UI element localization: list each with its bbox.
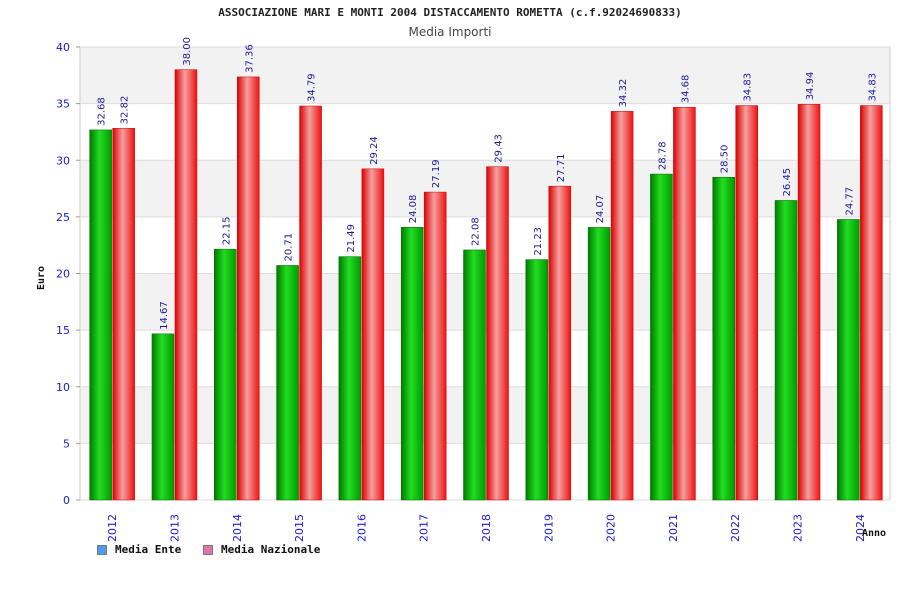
data-label: 29.24 — [369, 136, 380, 165]
bar-media-ente-2020 — [587, 227, 611, 501]
bar-media-nazionale-2017 — [423, 191, 447, 501]
grid-band — [80, 47, 890, 104]
x-tick-label: 2022 — [729, 514, 742, 542]
y-tick-label: 40 — [56, 41, 70, 54]
data-label: 20.71 — [284, 233, 295, 262]
x-tick-label: 2017 — [418, 514, 431, 542]
bar-media-nazionale-2024 — [860, 105, 883, 501]
bar-media-nazionale-2023 — [797, 104, 821, 501]
x-tick-label: 2018 — [480, 514, 493, 542]
data-label: 29.43 — [494, 134, 505, 163]
data-label: 38.00 — [182, 37, 193, 66]
data-label: 34.83 — [743, 73, 754, 102]
y-tick-label: 5 — [63, 437, 70, 450]
data-label: 27.71 — [556, 154, 567, 183]
x-tick-label: 2013 — [168, 514, 181, 542]
bar-media-ente-2015 — [276, 265, 299, 501]
bar-media-ente-2012 — [89, 129, 112, 501]
data-label: 26.45 — [782, 168, 793, 197]
data-label: 34.94 — [805, 72, 816, 101]
legend-item-media-ente: Media Ente — [97, 543, 181, 556]
legend-item-media-nazionale: Media Nazionale — [203, 543, 320, 556]
data-label: 28.50 — [720, 145, 731, 174]
bar-media-ente-2024 — [837, 219, 860, 501]
bar-media-ente-2019 — [525, 259, 549, 501]
bar-media-ente-2023 — [774, 200, 798, 501]
x-tick-label: 2014 — [231, 514, 244, 542]
x-tick-label: 2019 — [542, 514, 555, 542]
data-label: 24.08 — [408, 195, 419, 224]
y-tick-label: 10 — [56, 381, 70, 394]
bar-media-nazionale-2021 — [673, 106, 696, 501]
bar-media-ente-2017 — [400, 227, 424, 501]
grid-band — [80, 103, 890, 161]
y-tick-label: 25 — [56, 211, 70, 224]
y-tick-label: 20 — [56, 268, 70, 281]
data-label: 32.82 — [120, 96, 131, 125]
data-label: 22.15 — [221, 217, 232, 246]
chart-subtitle: Media Importi — [408, 25, 492, 39]
legend-label-media-nazionale: Media Nazionale — [221, 543, 321, 556]
chart-title: ASSOCIAZIONE MARI E MONTI 2004 DISTACCAM… — [218, 6, 682, 19]
data-label: 21.49 — [346, 224, 357, 253]
bar-media-nazionale-2016 — [361, 168, 385, 501]
data-label: 21.23 — [533, 227, 544, 256]
x-tick-label: 2012 — [106, 514, 119, 542]
data-label: 34.68 — [680, 75, 691, 104]
y-axis-label: Euro — [36, 265, 47, 290]
bar-media-nazionale-2013 — [174, 69, 198, 501]
bar-media-nazionale-2012 — [112, 128, 135, 501]
x-axis-label: Anno — [862, 528, 887, 539]
x-tick-label: 2024 — [854, 514, 867, 542]
data-label: 24.07 — [595, 195, 606, 224]
data-label: 32.68 — [97, 97, 108, 126]
y-tick-label: 0 — [63, 494, 70, 507]
bar-media-ente-2013 — [151, 333, 175, 501]
bar-media-nazionale-2014 — [237, 76, 260, 501]
legend-swatch-media-ente — [97, 544, 107, 555]
bar-media-ente-2018 — [463, 249, 486, 501]
grid-band — [80, 160, 890, 217]
bar-media-ente-2014 — [214, 248, 237, 501]
data-label: 14.67 — [159, 301, 170, 330]
bar-media-ente-2016 — [338, 256, 362, 501]
data-label: 27.19 — [431, 159, 442, 188]
data-label: 34.83 — [867, 73, 878, 102]
legend-label-media-ente: Media Ente — [115, 543, 182, 556]
y-tick-label: 35 — [56, 98, 70, 111]
legend-swatch-media-nazionale — [203, 544, 213, 555]
bar-media-nazionale-2015 — [299, 105, 322, 501]
bar-media-ente-2022 — [712, 176, 735, 501]
x-tick-label: 2023 — [792, 514, 805, 542]
data-label: 34.32 — [618, 79, 629, 108]
x-tick-label: 2021 — [667, 514, 680, 542]
data-label: 28.78 — [657, 141, 668, 170]
data-label: 37.36 — [244, 44, 255, 73]
x-tick-label: 2015 — [293, 514, 306, 542]
data-label: 34.79 — [307, 73, 318, 102]
data-label: 22.08 — [471, 217, 482, 246]
x-tick-label: 2016 — [355, 514, 368, 542]
bar-media-nazionale-2019 — [548, 185, 572, 501]
bar-media-nazionale-2018 — [486, 166, 509, 501]
y-tick-label: 15 — [56, 324, 70, 337]
data-label: 24.77 — [844, 187, 855, 216]
bar-media-nazionale-2022 — [735, 105, 758, 501]
x-tick-label: 2020 — [605, 514, 618, 542]
bar-media-ente-2021 — [650, 173, 673, 501]
y-tick-label: 30 — [56, 154, 70, 167]
bar-media-nazionale-2020 — [610, 111, 634, 501]
